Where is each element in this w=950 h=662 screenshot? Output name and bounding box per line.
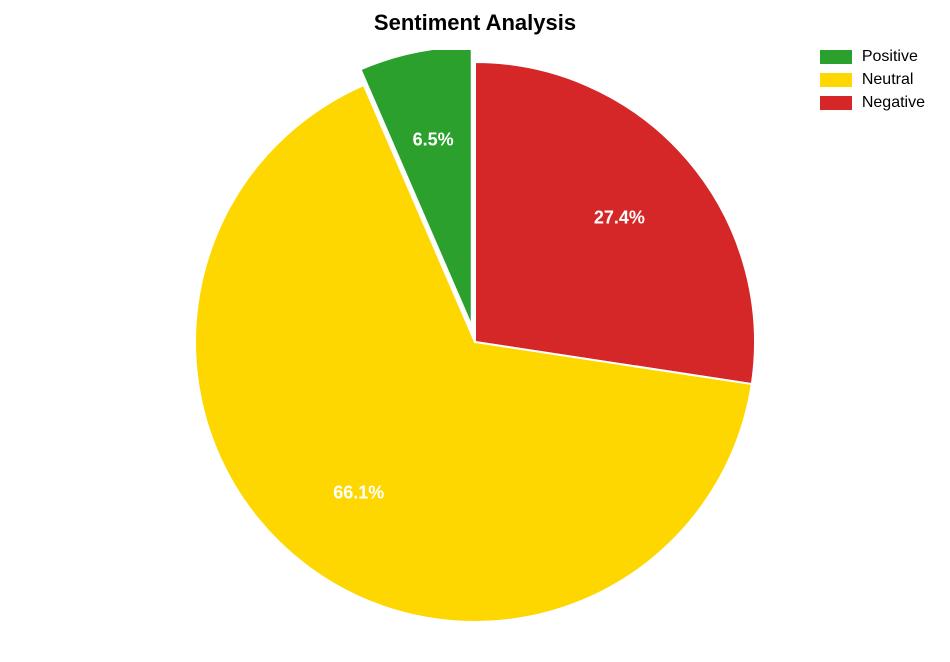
slice-label-negative: 27.4% [594, 207, 645, 228]
legend-swatch-neutral [820, 73, 852, 87]
legend: Positive Neutral Negative [820, 48, 925, 117]
legend-label-neutral: Neutral [862, 71, 914, 89]
slice-label-neutral: 66.1% [333, 482, 384, 503]
legend-swatch-negative [820, 96, 852, 110]
legend-item-negative: Negative [820, 94, 925, 112]
pie-chart [0, 50, 950, 650]
legend-label-positive: Positive [862, 48, 918, 66]
legend-swatch-positive [820, 50, 852, 64]
slice-label-positive: 6.5% [413, 129, 454, 150]
chart-title: Sentiment Analysis [374, 10, 576, 36]
legend-item-positive: Positive [820, 48, 925, 66]
legend-label-negative: Negative [862, 94, 925, 112]
legend-item-neutral: Neutral [820, 71, 925, 89]
